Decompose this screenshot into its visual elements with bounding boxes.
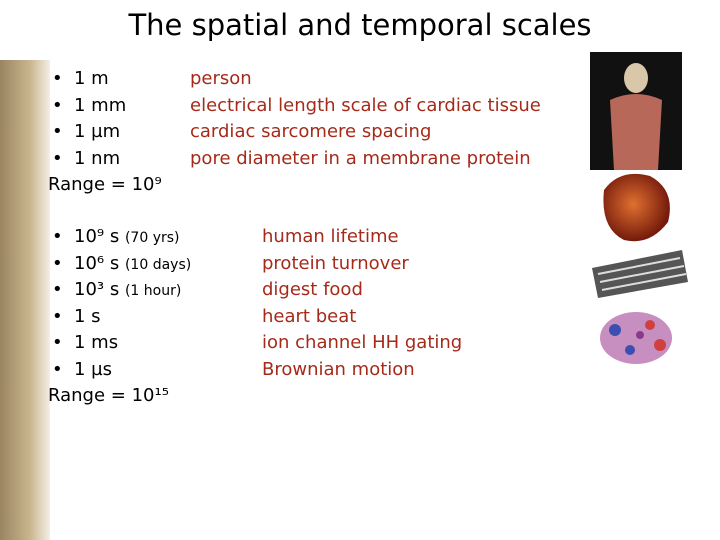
- item-value: 1 µs: [74, 359, 112, 380]
- item-description: heart beat: [262, 305, 357, 327]
- value: 1 nm: [74, 147, 121, 169]
- item-description: Brownian motion: [262, 358, 415, 380]
- item-value: 1 s: [74, 306, 101, 327]
- slide-title: The spatial and temporal scales: [128, 8, 592, 42]
- value: 10³ s: [74, 279, 120, 300]
- bullet: •: [52, 226, 63, 247]
- value: 1 ms: [74, 332, 119, 353]
- item-value: 10⁹ s (70 yrs): [74, 226, 180, 247]
- bullet: •: [52, 121, 63, 142]
- bullet: •: [52, 279, 63, 300]
- item-description: digest food: [262, 279, 363, 300]
- protein-image: [600, 312, 672, 364]
- value: 1 mm: [74, 94, 127, 116]
- item-value: 1 m: [74, 68, 109, 89]
- item-value: 10⁶ s (10 days): [74, 253, 191, 274]
- person-torso: [610, 94, 662, 170]
- item-description: protein turnover: [262, 252, 409, 274]
- note: (70 yrs): [124, 230, 180, 246]
- value: 1 µs: [74, 358, 113, 380]
- item-description: electrical length scale of cardiac tissu…: [190, 94, 541, 116]
- item-description: cardiac sarcomere spacing: [190, 121, 432, 142]
- bullet: •: [52, 252, 63, 274]
- note: (1 hour): [124, 283, 182, 299]
- item-description: ion channel HH gating: [262, 332, 463, 353]
- bullet: •: [52, 305, 63, 327]
- building-photo: [0, 60, 50, 540]
- value: 1 m: [74, 68, 109, 89]
- range: Range = 10¹⁵: [48, 385, 169, 406]
- value: 10⁶ s: [74, 252, 120, 274]
- bullet: •: [52, 68, 63, 89]
- person-head: [624, 63, 648, 93]
- item-description: person: [190, 68, 252, 89]
- bullet: •: [52, 358, 63, 380]
- bullet: •: [52, 147, 63, 169]
- heart-image: [603, 173, 670, 242]
- item-description: pore diameter in a membrane protein: [190, 147, 531, 169]
- item-value: 1 mm: [74, 95, 126, 116]
- bullet: •: [52, 94, 63, 116]
- item-value: 1 nm: [74, 148, 120, 169]
- sarcomere-image: [592, 250, 688, 298]
- value: 1 s: [74, 305, 101, 327]
- item-value: 10³ s (1 hour): [74, 279, 181, 300]
- item-value: 1 ms: [74, 332, 118, 353]
- range: Range = 10⁹: [48, 174, 162, 195]
- note: (10 days): [124, 256, 192, 273]
- bullet: •: [52, 332, 63, 353]
- value: 10⁹ s: [74, 226, 120, 247]
- item-value: 1 µm: [74, 121, 120, 142]
- item-description: human lifetime: [262, 226, 399, 247]
- value: 1 µm: [74, 121, 121, 142]
